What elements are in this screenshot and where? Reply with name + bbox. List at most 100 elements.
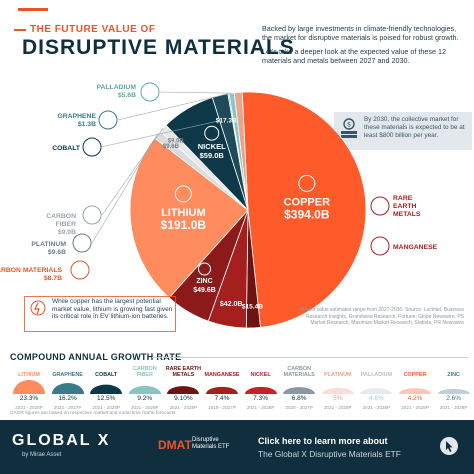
label-manganese-value: $42.0B <box>220 301 243 308</box>
cagr-bar <box>321 387 354 394</box>
label-lithium-value: $191.0B <box>161 218 207 232</box>
label-platinum-value: $9.6B <box>163 144 180 150</box>
logo-subtitle: by Mirae Asset <box>22 452 62 458</box>
label-carbon-fiber-name-2: FIBER <box>56 221 76 228</box>
cagr-bar <box>13 380 45 394</box>
cagr-years: 2020 - 2027P <box>285 405 313 410</box>
icon-graphene <box>98 110 118 130</box>
cagr-years: 2022 - 2027P <box>53 405 82 410</box>
label-nickel-value: $59.0B <box>200 151 225 160</box>
icon-manganese <box>370 236 390 256</box>
cagr-years: 2021 - 2028P <box>15 405 43 410</box>
label-cobalt-value: $17.3B <box>216 118 237 125</box>
cagr-name: RARE EARTH METALS <box>165 366 202 378</box>
cagr-value: 23.3% <box>19 395 39 402</box>
cagr-bar <box>51 383 84 394</box>
cagr-name: PALLADIUM <box>360 372 393 378</box>
label-rare-earth-metals-name-1: RARE <box>393 195 413 202</box>
cagr-semicircle <box>167 386 200 394</box>
cagr-bar <box>206 386 238 394</box>
cagr-column: GRAPHENE 16.2% 2022 - 2027P <box>49 365 87 410</box>
icon-cobalt <box>82 137 102 157</box>
cagr-value: 7.3% <box>253 395 268 402</box>
label-rare-earth-metals-name-2: EARTH <box>393 203 417 210</box>
label-copper-name: COPPER <box>284 196 331 208</box>
label-graphene-value: $1.3B <box>78 121 96 128</box>
cagr-column: PALLADIUM 4.6% 2021 - 2028P <box>357 365 395 410</box>
pie-slice-copper <box>241 91 367 328</box>
money-stack-icon: $ <box>341 118 357 138</box>
label-carbon-fiber-name-1: CARBON <box>46 213 76 220</box>
icon-palladium <box>140 82 160 102</box>
label-carbon-fiber-value: $9.0B <box>168 138 185 144</box>
cagr-value: 2.6% <box>446 395 461 402</box>
lithium-icon <box>174 185 192 203</box>
cagr-bar <box>128 386 161 394</box>
cagr-column: CARBON FIBER 9.2% 2021 - 2028P <box>126 365 164 410</box>
pointer-icon[interactable] <box>436 436 462 456</box>
leader-line <box>91 134 158 244</box>
copper-icon <box>298 174 316 192</box>
cagr-bar <box>360 388 393 394</box>
label-lithium-name: LITHIUM <box>161 207 206 219</box>
cagr-value: 7.4% <box>214 395 230 402</box>
label-cobalt-name: COBALT <box>52 145 81 152</box>
global-x-logo[interactable]: GLOBAL X <box>12 432 111 449</box>
cagr-semicircle <box>244 386 277 394</box>
cagr-bar <box>399 388 431 394</box>
cagr-years: 2021 - 2028P <box>131 405 159 410</box>
cagr-years: 2019 - 2027P <box>208 405 236 410</box>
cagr-value: 16.2% <box>58 395 77 402</box>
cagr-bar <box>167 386 200 394</box>
cagr-value: 6.8% <box>291 395 307 402</box>
label-palladium-name: PALLADIUM <box>96 84 136 91</box>
footer-banner[interactable] <box>0 420 474 474</box>
cagr-value: 9.10% <box>174 395 193 402</box>
leader-line <box>117 93 229 121</box>
callout-text: By 2030, the collective market for these… <box>364 116 465 139</box>
label-palladium-value: $5.6B <box>118 92 136 99</box>
icon-rare-earth-metals <box>370 196 390 216</box>
cagr-name: NICKEL <box>250 372 271 378</box>
cagr-value: 4.2% <box>407 395 423 402</box>
pie-slice-lithium <box>129 137 249 299</box>
cagr-semicircle <box>399 388 431 394</box>
cagr-value: 4.6% <box>368 395 384 402</box>
cagr-value: 12.5% <box>96 395 116 402</box>
note-box <box>24 296 176 332</box>
cagr-name: PLATINUM <box>324 372 352 378</box>
page-title: DISRUPTIVE MATERIALS <box>22 36 295 59</box>
cagr-name: CARBON FIBER <box>132 366 157 378</box>
label-copper-value: $394.0B <box>284 207 330 221</box>
dmat-subtitle: Disruptive Materials ETF <box>192 437 230 450</box>
cagr-footnote: CAGR figures are based on respective mar… <box>10 411 176 416</box>
label-platinum-name: PLATINUM <box>31 241 66 248</box>
intro-paragraph-1: Backed by large investments in climate-f… <box>262 24 459 42</box>
cagr-semicircle <box>128 386 161 394</box>
cagr-value: 5% <box>333 395 343 402</box>
cagr-column: PLATINUM 5% 2021 - 2028P <box>319 365 357 410</box>
icon-carbon-materials <box>70 260 90 280</box>
cagr-semicircle <box>360 388 393 394</box>
label-rare-earth-metals-name-3: METALS <box>393 211 421 218</box>
cta-line-1[interactable]: Click here to learn more about <box>258 436 388 446</box>
cagr-semicircle <box>437 388 470 394</box>
label-carbon-materials-name: CARBON MATERIALS <box>0 267 62 274</box>
cta-line-2[interactable]: The Global X Disruptive Materials ETF <box>258 449 401 459</box>
cagr-years: 2021 - 2028P <box>362 405 391 410</box>
cagr-column: LITHIUM 23.3% 2021 - 2028P <box>10 365 48 410</box>
svg-text:$: $ <box>347 123 351 129</box>
cagr-name: COBALT <box>95 372 118 378</box>
leader-line <box>101 127 164 216</box>
label-graphene-name: GRAPHENE <box>57 113 96 120</box>
kicker-text: THE FUTURE VALUE OF <box>30 24 156 35</box>
cagr-semicircle <box>13 380 45 394</box>
cagr-name: CARBON MATERIALS <box>283 366 315 378</box>
source-text: Market value estimates range from 2027-2… <box>300 307 464 326</box>
cagr-years: 2021 - 2028P <box>246 405 275 410</box>
leader-line <box>100 120 221 148</box>
dmat-logo[interactable]: DMAT <box>158 438 192 452</box>
zinc-icon <box>197 262 211 276</box>
cagr-name: ZINC <box>447 372 460 378</box>
